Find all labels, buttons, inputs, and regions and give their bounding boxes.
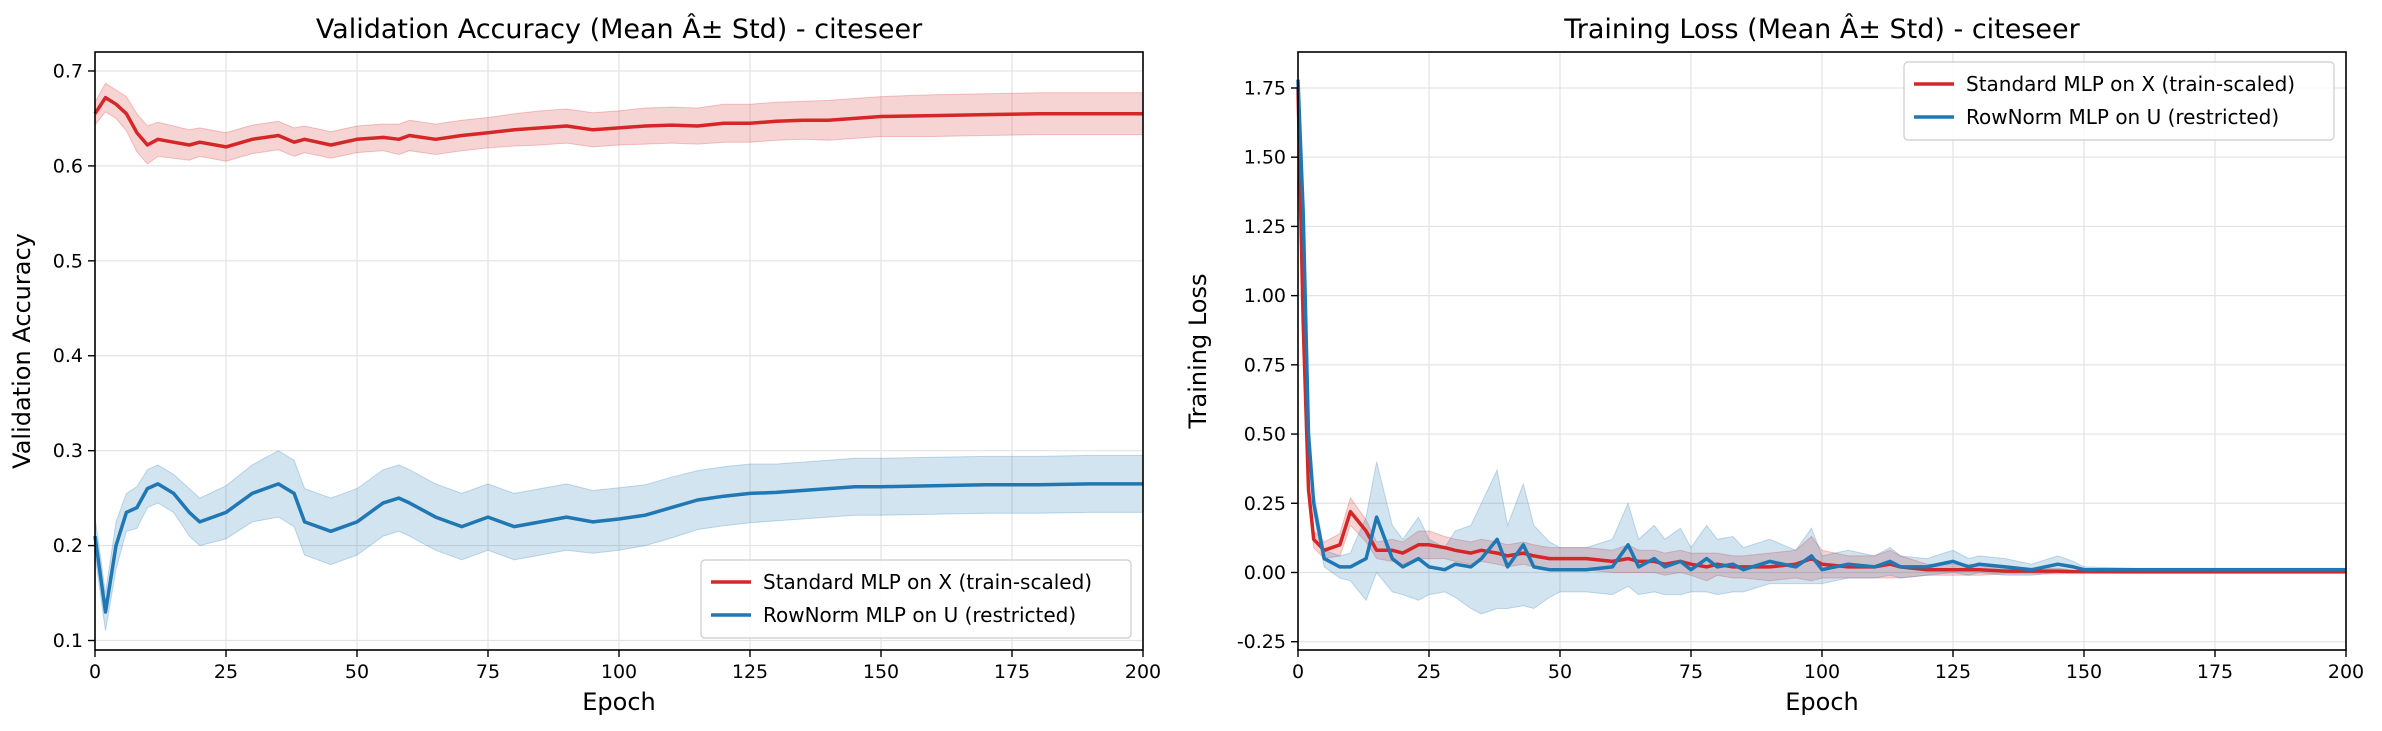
x-tick-label: 150 [2066, 661, 2102, 683]
x-tick-label: 150 [863, 661, 899, 683]
validation-accuracy-chart: 0 25 50 75 100 125 150 175 200 0.10.20.30.40.50.… [8, 13, 1161, 716]
y-tick-label: 0.2 [53, 535, 83, 557]
y-tick-label: -0.25 [1237, 631, 1286, 653]
y-tick-label: 0.7 [53, 60, 83, 82]
mean-lines [1296, 79, 2346, 574]
legend-label-standard-mlp: Standard MLP on X (train-scaled) [763, 570, 1092, 594]
x-tick-label: 175 [994, 661, 1030, 683]
legend: Standard MLP on X (train-scaled) RowNorm… [1903, 61, 2335, 141]
training-loss-chart: 0 25 50 75 100 125 150 175 200 -0.25 0.00 0.25 0.50… [1184, 13, 2364, 716]
x-tick-label: 125 [1935, 661, 1971, 683]
y-tick-label: 0.00 [1244, 562, 1286, 584]
legend-label-rownorm-mlp: RowNorm MLP on U (restricted) [763, 603, 1076, 627]
x-tick-label: 0 [89, 661, 101, 683]
x-ticks: 0 25 50 75 100 125 150 175 200 [89, 650, 1161, 683]
x-axis-label: Epoch [1785, 688, 1859, 716]
y-tick-label: 0.1 [53, 630, 83, 652]
y-ticks: -0.25 0.00 0.25 0.50 0.75 1.00 1.25 1.50 1.75 [1237, 77, 1298, 653]
legend-box [700, 559, 1132, 639]
x-tick-label: 75 [476, 661, 500, 683]
legend-box [1903, 61, 2335, 141]
x-tick-label: 50 [345, 661, 369, 683]
legend: Standard MLP on X (train-scaled) RowNorm… [700, 559, 1132, 639]
y-tick-label: 0.25 [1244, 493, 1286, 515]
mean-line-rownorm-mlp [93, 482, 1143, 614]
plot-frame [1297, 51, 2347, 651]
mean-line-standard-mlp [93, 95, 1143, 149]
x-ticks: 0 25 50 75 100 125 150 175 200 [1292, 650, 2364, 683]
mean-line-standard-mlp [1296, 87, 2346, 574]
grid [94, 52, 1144, 650]
y-axis-label: Validation Accuracy [8, 233, 36, 469]
y-tick-label: 0.5 [53, 250, 83, 272]
y-tick-label: 1.50 [1244, 147, 1286, 169]
chart-title: Training Loss (Mean Â± Std) - citeseer [1563, 13, 2080, 45]
y-ticks: 0.1 0.2 0.3 0.4 0.5 0.6 0.7 [53, 60, 95, 652]
x-tick-label: 75 [1679, 661, 1703, 683]
legend-label-standard-mlp: Standard MLP on X (train-scaled) [1966, 72, 2295, 96]
plot-frame [94, 51, 1144, 651]
x-tick-label: 0 [1292, 661, 1304, 683]
x-tick-label: 175 [2197, 661, 2233, 683]
x-tick-label: 200 [1125, 661, 1161, 683]
x-tick-label: 125 [732, 661, 768, 683]
y-tick-label: 0.6 [53, 155, 83, 177]
x-axis-label: Epoch [582, 688, 656, 716]
x-tick-label: 50 [1548, 661, 1572, 683]
mean-lines [93, 95, 1143, 614]
x-tick-label: 100 [1804, 661, 1840, 683]
x-tick-label: 25 [1417, 661, 1441, 683]
chart-title: Validation Accuracy (Mean Â± Std) - cite… [316, 13, 923, 45]
y-tick-label: 1.25 [1244, 216, 1286, 238]
y-tick-label: 0.50 [1244, 424, 1286, 446]
y-axis-label: Training Loss [1184, 274, 1212, 430]
legend-label-rownorm-mlp: RowNorm MLP on U (restricted) [1966, 105, 2279, 129]
y-tick-label: 1.00 [1244, 285, 1286, 307]
x-tick-label: 25 [214, 661, 238, 683]
y-tick-label: 0.3 [53, 440, 83, 462]
y-tick-label: 1.75 [1244, 77, 1286, 99]
x-tick-label: 200 [2328, 661, 2364, 683]
mean-line-rownorm-mlp [1296, 79, 2346, 572]
x-tick-label: 100 [601, 661, 637, 683]
y-tick-label: 0.4 [53, 345, 83, 367]
y-tick-label: 0.75 [1244, 354, 1286, 376]
